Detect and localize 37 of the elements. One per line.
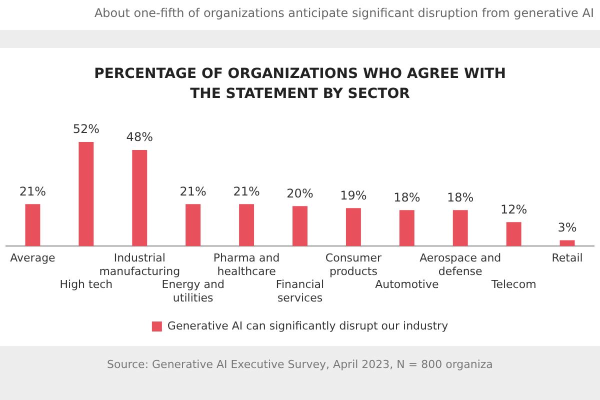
- data-label: 3%: [558, 220, 577, 234]
- text: About one-fifth of organizations anticipate significant disruption from generative AI: [0, 0, 600, 30]
- x-tick-label: Pharma and healthcare: [213, 252, 280, 278]
- x-tick-label: Aerospace and defense: [420, 252, 502, 278]
- data-label: 52%: [72, 122, 100, 136]
- bar: [399, 210, 414, 246]
- bar: [560, 240, 575, 246]
- bar: [186, 204, 201, 246]
- bar: [452, 210, 468, 246]
- bar: [292, 206, 308, 246]
- bar: [346, 208, 361, 246]
- data-label: 21%: [19, 184, 46, 198]
- x-tick-label: High tech: [60, 278, 113, 292]
- x-tick-label: Energy and utilities: [162, 278, 224, 304]
- x-tick-label: Industrial manufacturing: [99, 252, 180, 278]
- data-label: 48%: [126, 130, 153, 144]
- x-tick-label: Financial services: [276, 278, 324, 304]
- bar: [506, 222, 522, 246]
- bar: [78, 142, 94, 246]
- bar: [239, 204, 254, 246]
- data-label: 21%: [180, 184, 206, 198]
- data-label: 20%: [286, 186, 314, 200]
- x-tick-label: Average: [10, 252, 56, 265]
- data-label: 18%: [394, 190, 420, 204]
- x-tick-label: Consumer products: [325, 252, 382, 278]
- data-label: 21%: [233, 184, 260, 198]
- x-tick-label: Telecom: [490, 278, 536, 292]
- x-tick-label: Retail: [552, 252, 583, 265]
- legend-label: Generative AI can significantly disrupt our industry: [167, 319, 449, 332]
- data-label: 19%: [340, 188, 367, 202]
- data-label: 12%: [500, 202, 528, 216]
- data-label: 18%: [447, 190, 474, 204]
- bar: [25, 204, 40, 246]
- x-tick-label: Automotive: [375, 278, 439, 292]
- chart-title: PERCENTAGE OF ORGANIZATIONS WHO AGREE WITH THE STATEMENT BY SECTOR: [93, 65, 507, 104]
- bar: [132, 150, 148, 246]
- source-note: Source: Generative AI Executive Survey, April 2023, N = 800 organiza: [106, 358, 494, 371]
